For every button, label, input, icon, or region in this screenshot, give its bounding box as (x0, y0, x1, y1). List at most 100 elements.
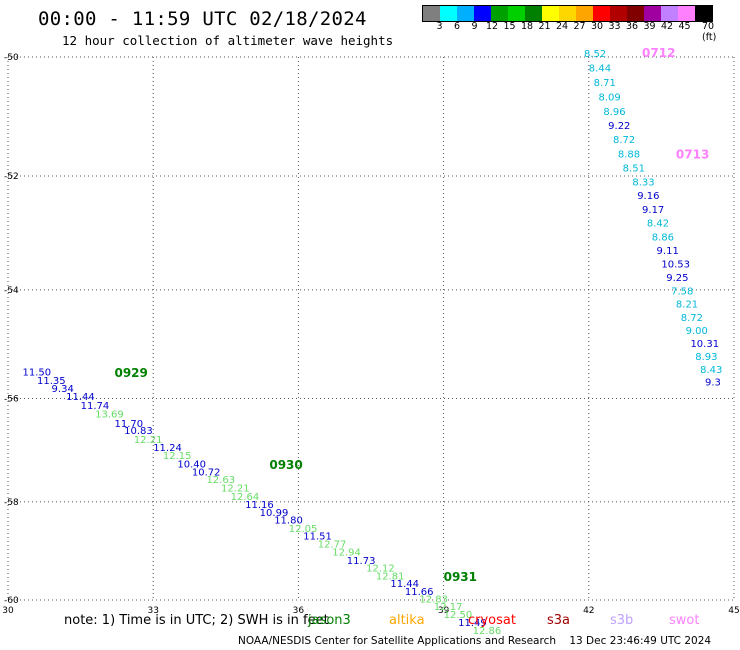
colorbar-swatch (593, 6, 610, 21)
y-tick-label: -60 (4, 596, 19, 606)
swh-value-label: 9.22 (608, 121, 630, 132)
swh-value-label: 12.83 (419, 594, 448, 605)
swh-value-label: 11.51 (303, 532, 332, 543)
satellite-legend-s3a: s3a (547, 613, 571, 628)
swh-value-label: 11.66 (405, 587, 434, 598)
swh-value-label: 12.86 (473, 626, 502, 637)
swh-value-label: 11.24 (153, 443, 182, 454)
swh-value-label: 12.05 (289, 524, 318, 535)
colorbar-swatch (525, 6, 542, 21)
swh-value-label: 10.31 (690, 339, 719, 350)
swh-value-label: 12.50 (444, 610, 473, 621)
colorbar-tick-label: 12 (485, 21, 499, 32)
x-tick-label: 39 (438, 606, 450, 616)
colorbar-swatch (423, 6, 440, 21)
swh-value-label: 11.80 (274, 515, 303, 526)
swh-value-label: 8.42 (647, 219, 669, 230)
colorbar-swatch (610, 6, 627, 21)
swh-value-label: 8.71 (594, 78, 616, 89)
satellite-legend-swot: swot (669, 613, 700, 628)
swh-value-label: 11.70 (114, 419, 143, 430)
units-note: note: 1) Time is in UTC; 2) SWH is in fe… (64, 613, 329, 628)
satellite-legend-cryosat: cryosat (468, 613, 516, 628)
colorbar-swatch (695, 6, 712, 21)
colorbar-swatch (474, 6, 491, 21)
colorbar-tick-label: 6 (453, 21, 461, 32)
swh-value-label: 8.52 (584, 49, 606, 60)
swh-value-label: 9.3 (705, 378, 721, 389)
swh-value-label: 11.44 (390, 579, 419, 590)
swh-value-label: 12.81 (376, 571, 405, 582)
colorbar-swatch (644, 6, 661, 21)
swh-value-label: 11.50 (23, 368, 52, 379)
colorbar-swatch (508, 6, 525, 21)
colorbar-tick-label: 27 (573, 21, 586, 32)
colorbar-tick-label: 15 (503, 21, 516, 32)
satellite-legend-jason3: jason3 (308, 613, 351, 628)
colorbar-swatch (678, 6, 695, 21)
swh-value-label: 12.77 (318, 540, 347, 551)
y-tick-label: -50 (4, 53, 19, 63)
colorbar-swatch (542, 6, 559, 21)
swh-value-label: 9.34 (52, 384, 74, 395)
colorbar-swatch (627, 6, 644, 21)
swh-value-label: 8.86 (652, 232, 674, 243)
x-tick-label: 36 (293, 606, 305, 616)
swh-value-label: 8.72 (613, 135, 635, 146)
swh-value-label: 8.21 (676, 300, 698, 311)
satellite-legend-altika: altika (389, 613, 425, 628)
swh-value-label: 9.17 (642, 205, 664, 216)
colorbar-swatch (661, 6, 678, 21)
swh-value-label: 12.94 (332, 547, 361, 558)
colorbar-tick-label: 70 (ft) (702, 21, 717, 43)
swh-value-label: 11.35 (37, 376, 66, 387)
colorbar-swatch (559, 6, 576, 21)
pass-time-label: 0931 (444, 570, 477, 584)
pass-time-label: 0930 (269, 458, 302, 472)
swh-value-label: 9.16 (637, 191, 659, 202)
x-tick-label: 33 (147, 606, 158, 616)
swh-value-label: 7.58 (671, 286, 693, 297)
x-tick-label: 30 (2, 606, 14, 616)
y-tick-label: -52 (4, 172, 19, 182)
swh-value-label: 8.09 (598, 92, 620, 103)
swh-value-label: 11.44 (66, 392, 95, 403)
colorbar-tick-label: 21 (538, 21, 551, 32)
swh-value-label: 8.43 (700, 365, 722, 376)
swh-value-label: 12.63 (206, 475, 235, 486)
swh-value-label: 8.72 (681, 313, 703, 324)
x-tick-label: 45 (728, 606, 739, 616)
colorbar-tick-label: 33 (608, 21, 621, 32)
swh-value-label: 10.83 (124, 426, 153, 437)
swh-value-label: 13.69 (95, 409, 124, 420)
swh-value-label: 9.25 (666, 273, 688, 284)
swh-value-label: 12.64 (231, 492, 260, 503)
colorbar-swatch (576, 6, 593, 21)
swh-value-label: 8.33 (632, 177, 654, 188)
swh-value-label: 10.53 (661, 259, 690, 270)
swh-value-label: 11.49 (458, 618, 487, 629)
swh-value-label: 8.51 (623, 163, 645, 174)
colorbar-tick-label: 18 (520, 21, 534, 32)
wave-height-colorbar (422, 5, 713, 22)
colorbar-tick-label: 39 (643, 21, 656, 32)
y-tick-label: -56 (4, 394, 19, 404)
colorbar-tick-label: 36 (625, 21, 639, 32)
x-tick-label: 42 (583, 606, 594, 616)
colorbar-swatch (491, 6, 508, 21)
colorbar-tick-label: 42 (660, 21, 674, 32)
swh-value-label: 11.74 (81, 401, 110, 412)
map-title: 00:00 - 11:59 UTC 02/18/2024 (38, 8, 367, 30)
pass-time-label: 0712 (642, 46, 675, 60)
swh-value-label: 8.44 (589, 64, 611, 75)
colorbar-tick-label: 3 (436, 21, 443, 32)
pass-time-label: 0713 (676, 148, 709, 162)
swh-value-label: 8.96 (603, 107, 625, 118)
colorbar-labels: 3 6 9 12 15 18 21 24 27 30 33 36 39 42 45 70 (ft) (422, 21, 728, 43)
swh-value-label: 11.73 (347, 556, 376, 567)
colorbar-tick-label: 9 (471, 21, 478, 32)
swh-value-label: 9.00 (686, 326, 708, 337)
swh-value-label: 12.15 (163, 451, 192, 462)
colorbar-tick-label: 30 (590, 21, 604, 32)
